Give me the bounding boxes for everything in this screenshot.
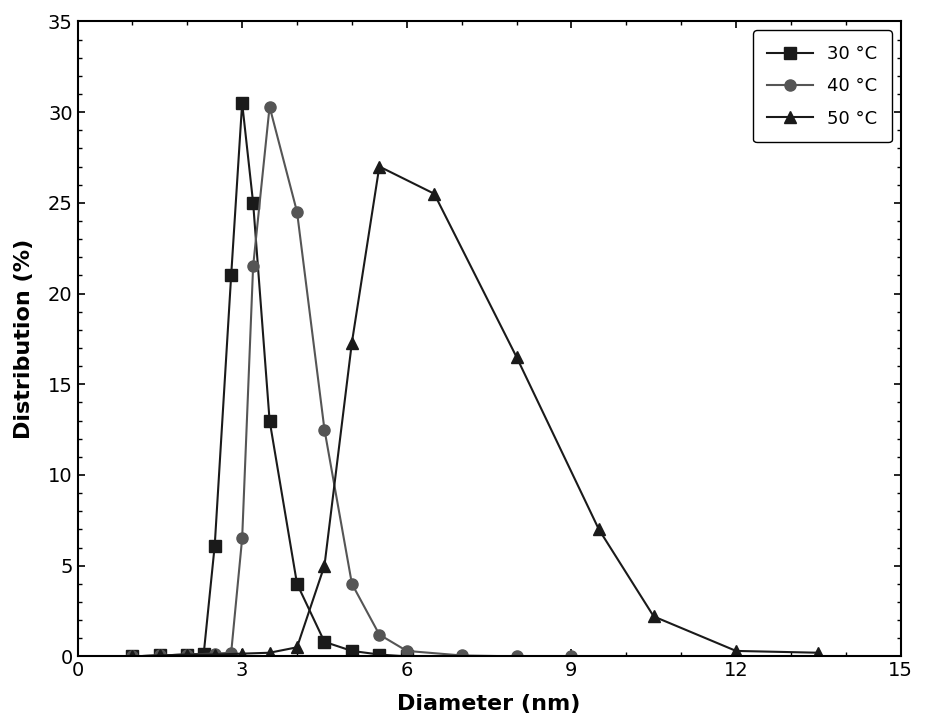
40 °C [374, 630, 385, 639]
30 °C [347, 646, 358, 655]
30 °C [374, 650, 385, 659]
50 °C [154, 651, 165, 660]
50 °C [813, 649, 824, 657]
Legend: 30 °C, 40 °C, 50 °C: 30 °C, 40 °C, 50 °C [753, 31, 892, 142]
50 °C [347, 338, 358, 347]
50 °C [593, 525, 604, 534]
40 °C [225, 649, 236, 657]
40 °C [291, 207, 302, 216]
50 °C [210, 650, 221, 659]
Line: 50 °C: 50 °C [127, 161, 824, 662]
40 °C [210, 649, 221, 658]
30 °C [127, 652, 138, 661]
40 °C [511, 652, 522, 661]
40 °C [182, 650, 193, 659]
40 °C [401, 646, 413, 655]
30 °C [291, 579, 302, 588]
50 °C [264, 649, 275, 657]
30 °C [319, 638, 330, 646]
X-axis label: Diameter (nm): Diameter (nm) [398, 694, 581, 714]
40 °C [565, 652, 577, 661]
40 °C [347, 579, 358, 588]
40 °C [154, 651, 165, 660]
50 °C [236, 649, 248, 658]
50 °C [511, 352, 522, 361]
40 °C [236, 534, 248, 543]
50 °C [730, 646, 742, 655]
Line: 30 °C: 30 °C [127, 98, 413, 662]
50 °C [182, 650, 193, 659]
50 °C [319, 561, 330, 570]
30 °C [236, 99, 248, 108]
30 °C [225, 271, 236, 280]
40 °C [127, 652, 138, 661]
30 °C [182, 650, 193, 659]
30 °C [401, 652, 413, 661]
30 °C [248, 199, 259, 207]
50 °C [127, 652, 138, 661]
50 °C [648, 612, 659, 621]
40 °C [456, 651, 467, 660]
50 °C [428, 189, 439, 198]
50 °C [374, 162, 385, 171]
30 °C [154, 651, 165, 660]
40 °C [319, 425, 330, 434]
Line: 40 °C: 40 °C [127, 101, 577, 662]
30 °C [210, 542, 221, 550]
30 °C [264, 416, 275, 425]
40 °C [264, 103, 275, 111]
30 °C [198, 649, 210, 658]
40 °C [248, 262, 259, 271]
Y-axis label: Distribution (%): Distribution (%) [14, 239, 34, 439]
50 °C [291, 643, 302, 652]
